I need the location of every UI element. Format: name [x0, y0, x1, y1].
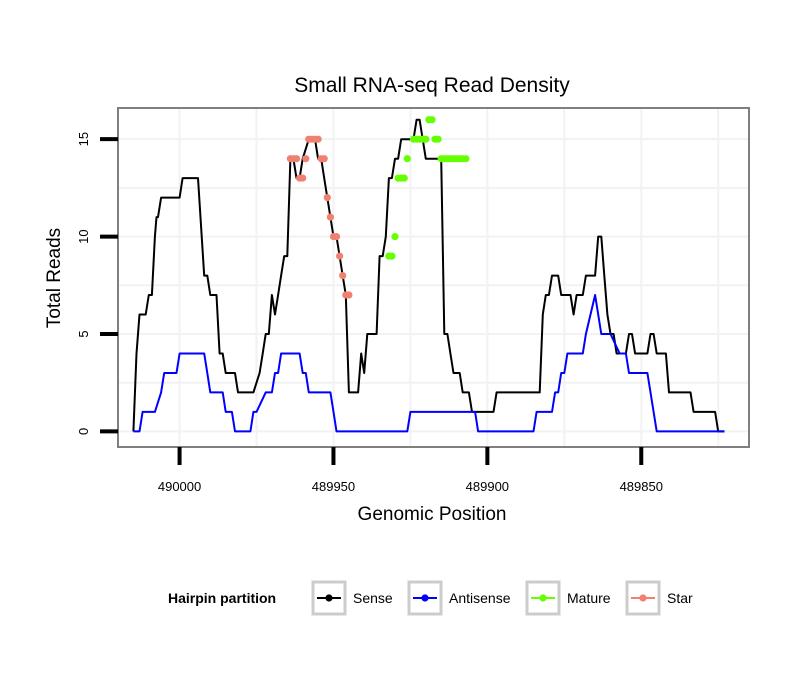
x-tick-label: 489900	[466, 479, 509, 494]
mature-point	[391, 233, 399, 241]
star-point	[292, 155, 301, 163]
mature-point	[434, 135, 442, 143]
chart-title: Small RNA-seq Read Density	[294, 74, 570, 97]
y-tick-label: 10	[76, 229, 91, 243]
mature-point	[400, 174, 408, 182]
series-points	[286, 116, 470, 299]
y-tick-label: 5	[76, 330, 91, 337]
star-point	[299, 174, 307, 182]
plot-panel	[117, 107, 750, 448]
star-point	[320, 155, 328, 163]
antisense-line	[133, 294, 725, 433]
mature-point	[403, 155, 411, 163]
x-tick-label: 490000	[158, 479, 201, 494]
star-point	[326, 213, 334, 221]
legend-title: Hairpin partition	[168, 590, 276, 606]
mature-point	[422, 135, 430, 143]
legend-label-star: Star	[667, 590, 693, 606]
star-point	[336, 252, 344, 260]
y-axis: 0 5 10 15	[76, 132, 118, 435]
star-point	[314, 135, 322, 143]
star-point	[345, 291, 353, 299]
star-point	[332, 233, 341, 241]
mature-point	[428, 116, 436, 124]
legend-key-point-mature	[539, 594, 547, 602]
legend-key-point-star	[639, 594, 647, 602]
legend-label-antisense: Antisense	[449, 590, 511, 606]
x-axis: 490000 489950 489900 489850	[158, 447, 663, 494]
y-axis-title: Total Reads	[44, 228, 65, 328]
legend-key-point-antisense	[421, 594, 429, 602]
x-tick-label: 489850	[620, 479, 663, 494]
legend: Hairpin partition Sense Antisense Mature St…	[168, 580, 693, 616]
grid-lines	[118, 108, 749, 447]
star-point	[302, 155, 310, 163]
x-axis-title: Genomic Position	[358, 504, 507, 525]
sense-line	[132, 118, 725, 433]
x-tick-label: 489950	[312, 479, 355, 494]
star-point	[339, 272, 347, 280]
legend-label-sense: Sense	[353, 590, 393, 606]
mature-point	[388, 252, 396, 260]
mature-point	[462, 155, 470, 163]
y-tick-label: 15	[76, 132, 91, 146]
y-tick-label: 0	[76, 428, 91, 435]
legend-label-mature: Mature	[567, 590, 611, 606]
series-lines	[132, 118, 725, 433]
star-point	[323, 194, 331, 202]
legend-key-point-sense	[325, 594, 333, 602]
